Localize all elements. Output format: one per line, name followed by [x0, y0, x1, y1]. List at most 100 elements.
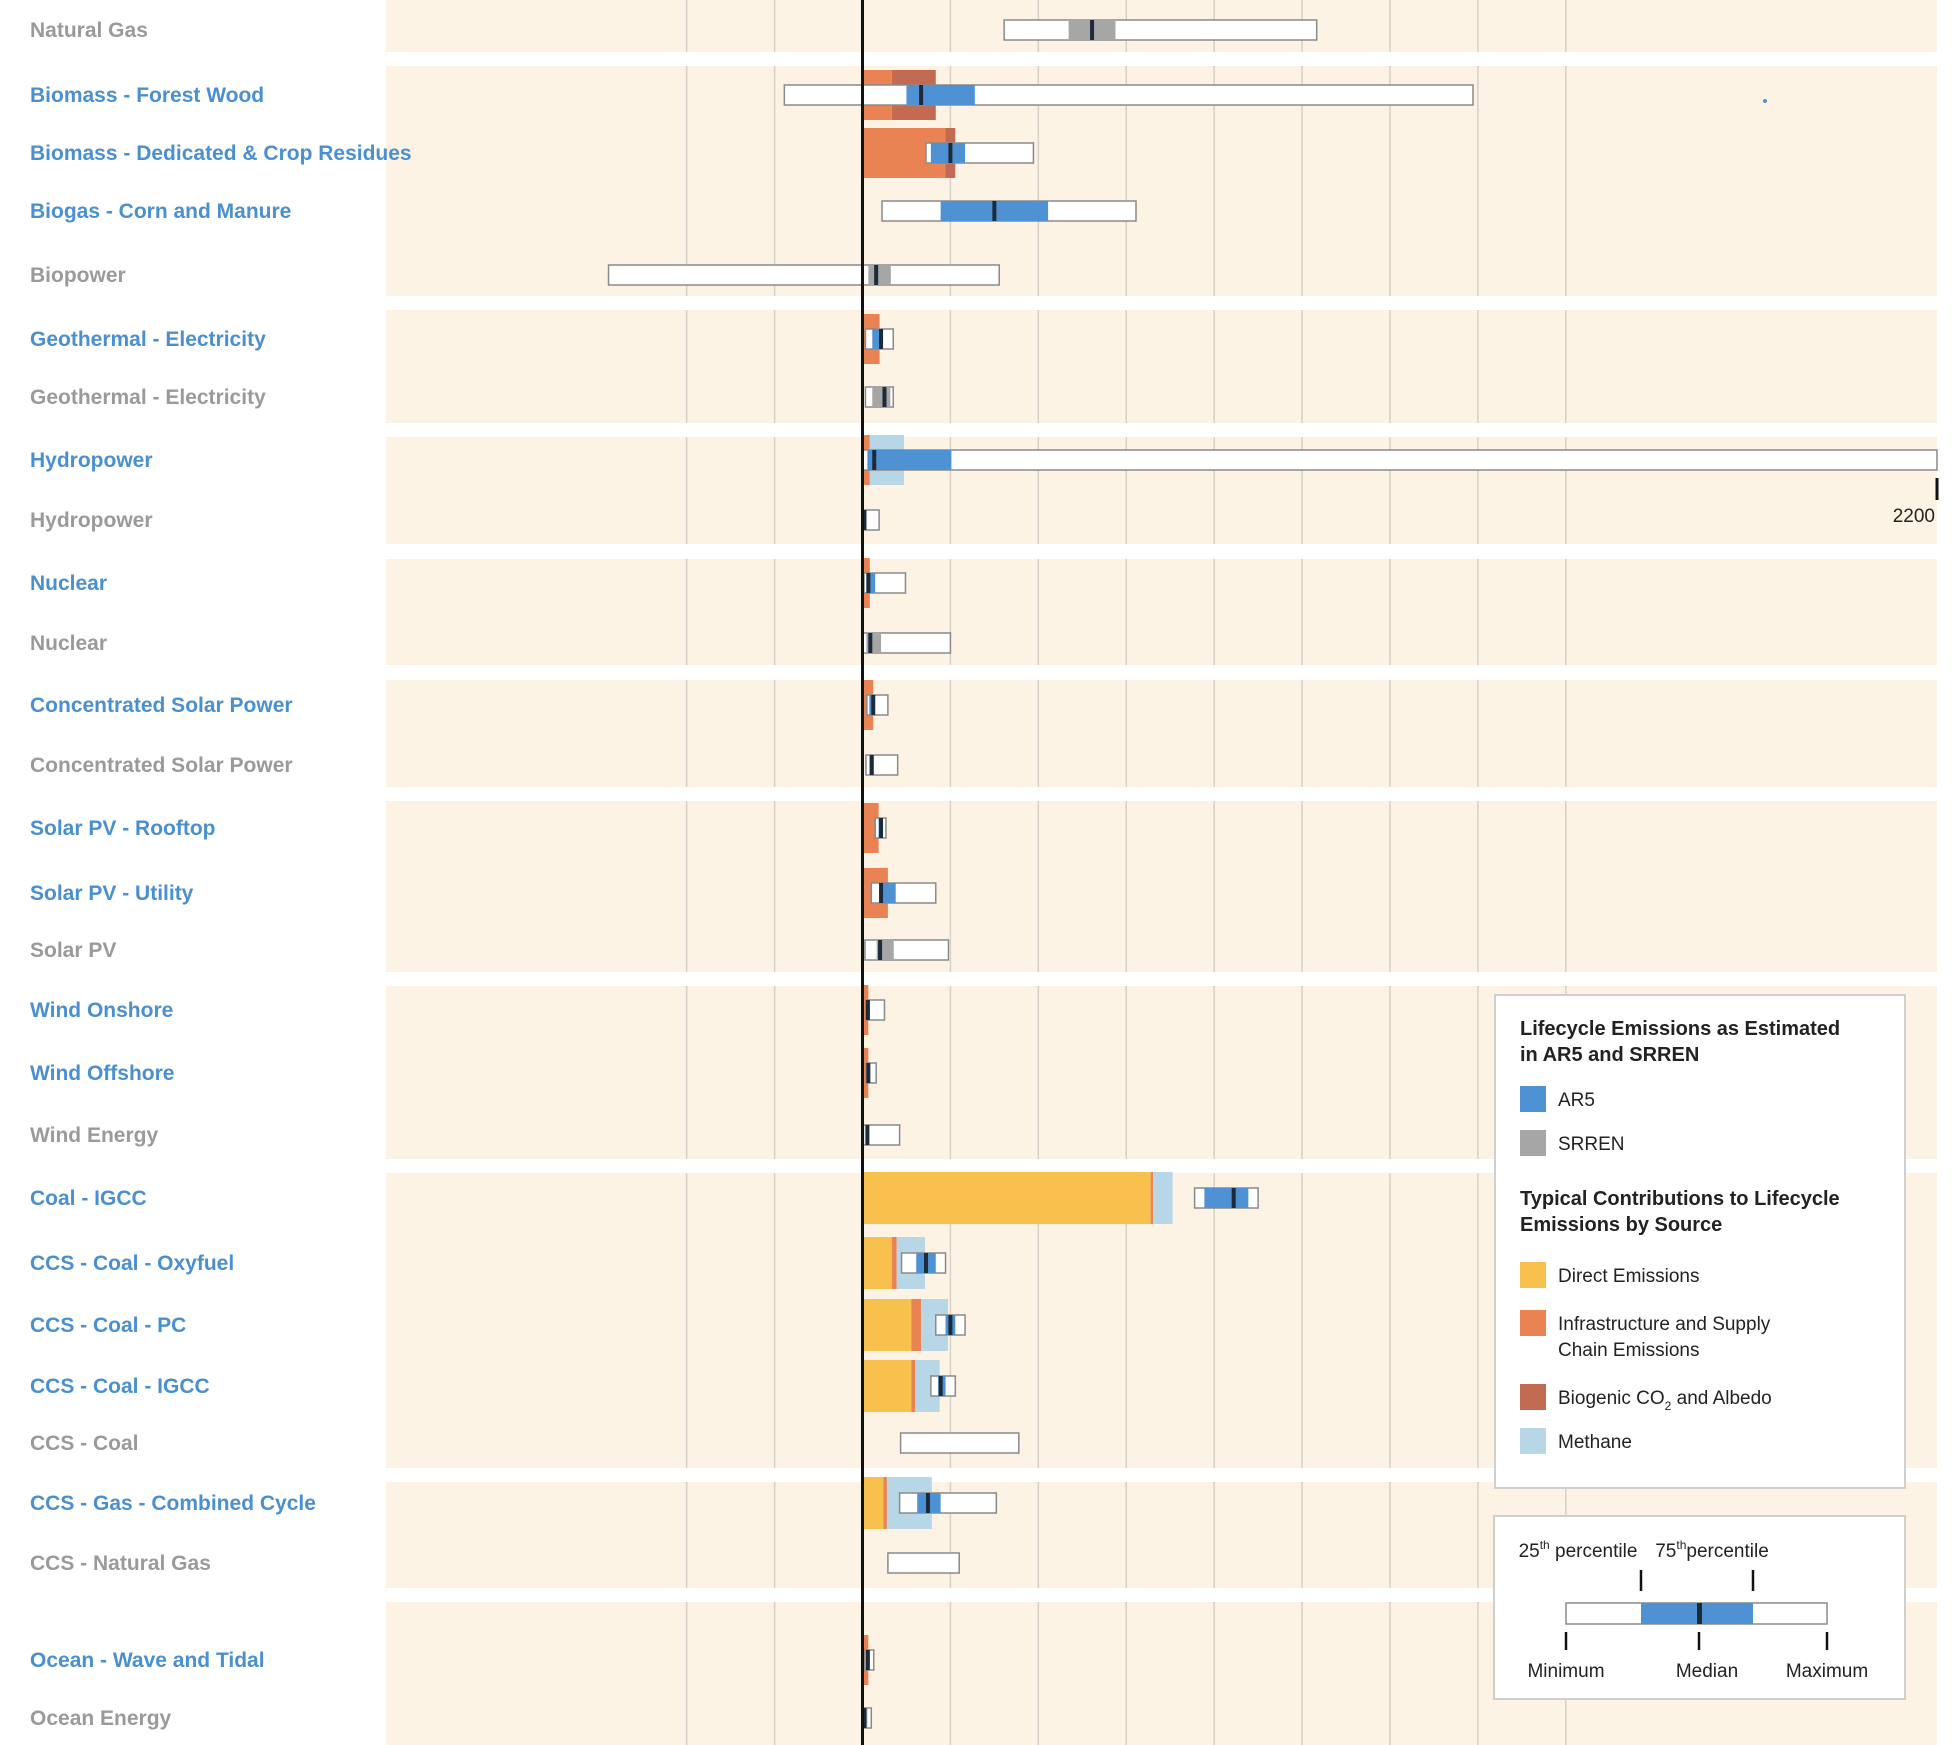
- row-label-biomass-forest-wood-ar5: Biomass - Forest Wood: [30, 84, 264, 107]
- key-label-minimum: Minimum: [1527, 1661, 1604, 1682]
- key-median-mark: [1697, 1603, 1702, 1624]
- row-label-biomass-dedicated-crop-residues-ar5: Biomass - Dedicated & Crop Residues: [30, 142, 412, 165]
- iqr-bar-biomass-dedicated-crop-residues-ar5: [930, 143, 966, 163]
- median-mark-hydropower-ar5: [872, 450, 877, 470]
- median-mark-ccs-gas-combined-cycle-ar5: [925, 1493, 930, 1513]
- bars-layer: [607, 19, 1938, 1729]
- row-label-hydropower-srren: Hydropower: [30, 509, 153, 532]
- contrib-bar-infra: [911, 1299, 922, 1351]
- legend-title-1: Lifecycle Emissions as Estimated: [1520, 1018, 1840, 1040]
- median-mark-solar-pv-srren: [878, 940, 883, 960]
- median-mark-ccs-coal-pc-ar5: [948, 1315, 953, 1335]
- median-mark-biomass-forest-wood-ar5: [919, 85, 924, 105]
- iqr-bar-nuclear-ar5: [866, 573, 876, 593]
- panel-bg-5: [386, 680, 1937, 787]
- row-label-wind-energy-srren: Wind Energy: [30, 1124, 158, 1147]
- median-mark-ocean-energy-srren: [862, 1708, 867, 1728]
- legend-box: [1494, 994, 1906, 1489]
- row-label-solar-pv-utility-ar5: Solar PV - Utility: [30, 882, 194, 905]
- legend-title-2b: Emissions by Source: [1520, 1214, 1722, 1236]
- range-bar-biopower-srren: [607, 264, 1001, 286]
- legend-label-infra-1: Infrastructure and Supply: [1558, 1314, 1771, 1335]
- median-mark-nuclear-ar5: [866, 573, 871, 593]
- legend-swatch-srren: [1520, 1130, 1546, 1156]
- median-mark-biogas-corn-and-manure-ar5: [992, 201, 997, 221]
- row-label-ccs-coal-igcc-ar5: CCS - Coal - IGCC: [30, 1375, 210, 1398]
- outlier-dot: [1763, 99, 1767, 103]
- row-labels: Natural Gas Biomass - Forest Wood Biomass …: [30, 19, 412, 1730]
- panel-bg-6: [386, 801, 1937, 972]
- contrib-bar-direct: [862, 1360, 912, 1412]
- contrib-bar-infra: [891, 1237, 897, 1289]
- row-label-geothermal-electricity-ar5: Geothermal - Electricity: [30, 328, 266, 351]
- axis-annotation: 2200: [1893, 478, 1939, 527]
- median-mark-concentrated-solar-power-srren: [869, 755, 874, 775]
- row-label-ocean-wave-and-tidal-ar5: Ocean - Wave and Tidal: [30, 1649, 265, 1672]
- panel-bg-4: [386, 559, 1937, 665]
- median-mark-natural-gas-srren: [1090, 20, 1095, 40]
- legend-swatch-methane: [1520, 1428, 1546, 1454]
- legend-swatch-direct: [1520, 1262, 1546, 1288]
- range-bar-ccs-gas-combined-cycle-ar5: [898, 1492, 998, 1514]
- legend-title-1b: in AR5 and SRREN: [1520, 1044, 1699, 1066]
- legend-swatch-ar5: [1520, 1086, 1546, 1112]
- range-bar-ccs-coal-srren: [899, 1432, 1020, 1454]
- iqr-bar-geothermal-electricity-srren: [872, 387, 891, 407]
- legend-title-2: Typical Contributions to Lifecycle: [1520, 1188, 1840, 1210]
- row-label-biogas-corn-and-manure-ar5: Biogas - Corn and Manure: [30, 200, 291, 223]
- row-label-coal-igcc-ar5: Coal - IGCC: [30, 1187, 147, 1210]
- contrib-bar-infra: [911, 1360, 916, 1412]
- contrib-bar-infra: [883, 1477, 887, 1529]
- row-label-solar-pv-srren: Solar PV: [30, 939, 116, 962]
- range-bar-ccs-natural-gas-srren: [887, 1552, 960, 1574]
- row-label-wind-onshore-ar5: Wind Onshore: [30, 999, 173, 1022]
- iqr-bar-biopower-srren: [868, 265, 891, 285]
- median-mark-geothermal-electricity-ar5: [879, 329, 884, 349]
- contrib-bar-direct: [862, 1172, 1151, 1224]
- row-label-ccs-gas-combined-cycle-ar5: CCS - Gas - Combined Cycle: [30, 1492, 316, 1515]
- contrib-bar-direct: [862, 1299, 912, 1351]
- row-label-solar-pv-rooftop-ar5: Solar PV - Rooftop: [30, 817, 216, 840]
- iqr-bar-coal-igcc-ar5: [1204, 1188, 1249, 1208]
- row-label-geothermal-electricity-srren: Geothermal - Electricity: [30, 386, 266, 409]
- box-key: 25th percentile 75thpercentile Minimum M…: [1493, 1515, 1906, 1700]
- legend-label-direct: Direct Emissions: [1558, 1266, 1699, 1287]
- iqr-bar-solar-pv-utility-ar5: [879, 883, 896, 903]
- range-bar-natural-gas-srren: [1003, 19, 1318, 41]
- contrib-bar-direct: [862, 1237, 892, 1289]
- row-label-ccs-coal-oxyfuel-ar5: CCS - Coal - Oxyfuel: [30, 1252, 234, 1275]
- iqr-bar-biomass-forest-wood-ar5: [906, 85, 975, 105]
- median-mark-ocean-wave-and-tidal-ar5: [865, 1650, 870, 1670]
- legend-label-biogenic: Biogenic CO2 and Albedo: [1558, 1388, 1772, 1413]
- median-mark-ccs-coal-oxyfuel-ar5: [923, 1253, 928, 1273]
- median-mark-solar-pv-rooftop-ar5: [879, 818, 884, 838]
- median-mark-wind-offshore-ar5: [866, 1063, 871, 1083]
- row-label-hydropower-ar5: Hydropower: [30, 449, 153, 472]
- key-label-median: Median: [1676, 1661, 1738, 1682]
- row-label-nuclear-ar5: Nuclear: [30, 572, 107, 595]
- contrib-bar-infra: [1150, 1172, 1154, 1224]
- range-bar-hydropower-ar5: [862, 449, 1938, 471]
- row-label-biopower-srren: Biopower: [30, 264, 126, 287]
- key-label-p75: 75thpercentile: [1655, 1538, 1769, 1562]
- row-label-ocean-energy-srren: Ocean Energy: [30, 1707, 172, 1730]
- median-mark-hydropower-srren: [862, 510, 867, 530]
- row-label-concentrated-solar-power-srren: Concentrated Solar Power: [30, 754, 293, 777]
- legend-label-ar5: AR5: [1558, 1090, 1595, 1111]
- median-mark-ccs-coal-igcc-ar5: [938, 1376, 943, 1396]
- row-label-wind-offshore-ar5: Wind Offshore: [30, 1062, 174, 1085]
- median-mark-solar-pv-utility-ar5: [879, 883, 884, 903]
- range-bar-concentrated-solar-power-srren: [865, 754, 899, 776]
- panel-bg-2: [386, 310, 1937, 423]
- median-mark-coal-igcc-ar5: [1231, 1188, 1236, 1208]
- legend-label-srren: SRREN: [1558, 1134, 1625, 1155]
- legend: Lifecycle Emissions as Estimated in AR5 …: [1494, 994, 1906, 1489]
- key-label-p25: 25th percentile: [1519, 1538, 1638, 1562]
- legend-swatch-infra: [1520, 1310, 1546, 1336]
- row-label-natural-gas-srren: Natural Gas: [30, 19, 148, 42]
- row-label-nuclear-srren: Nuclear: [30, 632, 107, 655]
- iqr-bar-geothermal-electricity-ar5: [872, 329, 883, 349]
- contrib-bar-direct: [862, 1477, 884, 1529]
- annotation-2200: 2200: [1893, 506, 1935, 527]
